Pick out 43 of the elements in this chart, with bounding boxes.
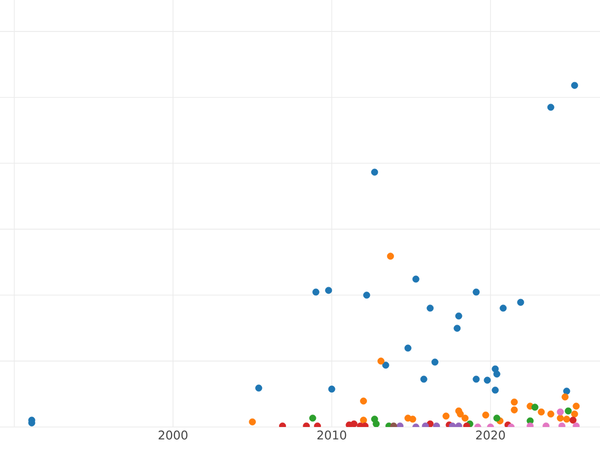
point (572, 402, 580, 410)
point (382, 362, 390, 369)
point (564, 407, 572, 414)
point (571, 82, 578, 89)
point (420, 376, 428, 383)
point (454, 324, 461, 332)
point (312, 288, 320, 296)
point (363, 292, 370, 299)
point (426, 304, 434, 312)
point (517, 298, 524, 306)
point (556, 408, 564, 416)
point (510, 406, 518, 414)
point (484, 376, 491, 384)
point (442, 412, 450, 420)
point (255, 384, 262, 392)
point (563, 388, 570, 395)
point (493, 370, 500, 378)
point (412, 276, 420, 283)
point (547, 104, 554, 111)
point (455, 312, 462, 320)
point (371, 168, 378, 176)
x-tick-label: 2000 (158, 430, 188, 440)
point (360, 398, 367, 405)
point (472, 288, 480, 296)
x-tick-label: 2010 (317, 430, 346, 440)
point (431, 358, 438, 366)
point (456, 410, 464, 418)
point (538, 408, 545, 416)
point (472, 376, 480, 383)
point (500, 304, 507, 312)
point (404, 344, 412, 352)
point (562, 393, 569, 400)
point (386, 252, 394, 260)
x-tick-label: 2020 (476, 430, 505, 440)
point (377, 358, 384, 365)
point (492, 386, 499, 394)
point (510, 398, 518, 406)
point (547, 410, 554, 418)
point (328, 386, 336, 393)
point (325, 286, 332, 294)
point (571, 410, 578, 418)
point (531, 404, 538, 411)
point (482, 412, 490, 419)
